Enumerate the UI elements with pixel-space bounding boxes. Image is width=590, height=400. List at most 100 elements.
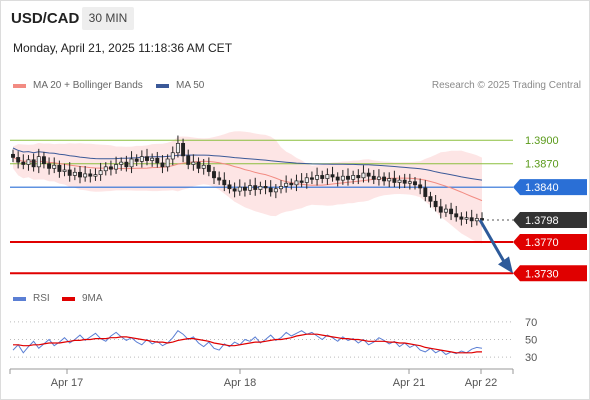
candle-up xyxy=(103,166,108,172)
moving-average-layer xyxy=(12,147,483,202)
candle-down xyxy=(382,176,387,182)
candle-down xyxy=(309,177,314,180)
candle-up xyxy=(315,175,320,180)
candle-down xyxy=(134,158,139,162)
candle-down xyxy=(11,153,15,158)
candle-up xyxy=(351,175,356,180)
candle-down xyxy=(155,157,160,164)
candle-up xyxy=(279,186,283,190)
research-credit: Research © 2025 Trading Central xyxy=(431,80,581,91)
candle-down xyxy=(454,213,459,218)
candle-down xyxy=(330,174,335,178)
candle-down xyxy=(428,196,433,202)
level-tag-support xyxy=(513,233,587,250)
candle-down xyxy=(16,157,21,163)
legend-bollinger: MA 20 + Bollinger Bands xyxy=(13,80,143,91)
candle-up xyxy=(62,169,67,172)
candle-down xyxy=(186,155,191,165)
candle-up xyxy=(83,173,88,178)
candle-up xyxy=(443,208,448,213)
candle-up xyxy=(72,171,77,176)
candle-up xyxy=(325,174,330,179)
candle-down xyxy=(433,200,438,208)
candle-down xyxy=(57,164,62,172)
candle-down xyxy=(459,216,464,220)
level-tag-support xyxy=(513,265,587,282)
candle-down xyxy=(356,175,361,179)
candle-down xyxy=(212,171,216,179)
candle-down xyxy=(263,186,268,189)
candle-down xyxy=(67,169,72,176)
candle-up xyxy=(304,177,309,183)
candle-up xyxy=(340,175,345,181)
candle-down xyxy=(418,184,423,189)
timeframe-badge[interactable]: 30 MIN xyxy=(82,7,134,30)
candle-up xyxy=(150,157,155,161)
candle-down xyxy=(21,161,26,165)
level-label-support: 1.3730 xyxy=(525,268,559,280)
x-tick-label: Apr 21 xyxy=(393,377,425,389)
candle-down xyxy=(320,175,325,179)
candle-up xyxy=(36,156,41,168)
ma20-line xyxy=(12,156,483,202)
level-lines-layer xyxy=(10,139,513,275)
legend-rsi: RSI xyxy=(13,293,50,304)
level-tag-current xyxy=(513,212,587,229)
candle-up xyxy=(93,174,98,177)
candle-up xyxy=(165,158,170,168)
bollinger-swatch xyxy=(13,83,26,88)
ma50-label: MA 50 xyxy=(176,80,205,91)
x-tick-label: Apr 22 xyxy=(465,377,497,389)
candle-down xyxy=(222,179,227,186)
candle-up xyxy=(175,142,180,154)
level-label-pivot: 1.3840 xyxy=(525,182,559,194)
level-tag-pivot xyxy=(513,179,587,196)
candle-up xyxy=(119,161,124,165)
candle-down xyxy=(227,184,232,190)
candle-down xyxy=(242,186,247,191)
level-label-resistance: 1.3870 xyxy=(525,159,559,171)
legend-ma50: MA 50 xyxy=(156,80,204,91)
level-labels-layer: 1.3900 1.3870 1.3840 1.3798 1.3770 1.3730 xyxy=(513,135,587,282)
rsi-ma-line xyxy=(13,333,482,354)
candle-up xyxy=(52,164,57,169)
ma50-swatch xyxy=(156,83,169,88)
candle-up xyxy=(273,188,278,193)
candle-up xyxy=(387,178,392,182)
rsi-tick-label: 50 xyxy=(525,335,537,347)
candle-down xyxy=(124,161,129,168)
candle-up xyxy=(114,164,119,170)
rsi-panel: 70 50 30 xyxy=(10,317,537,364)
rsi-label: RSI xyxy=(33,293,50,304)
level-label-resistance: 1.3900 xyxy=(525,135,559,147)
candle-down xyxy=(402,179,407,184)
rsi-swatch xyxy=(13,296,26,301)
candle-down xyxy=(232,188,237,192)
candle-up xyxy=(191,161,196,165)
candle-down xyxy=(371,175,376,180)
candle-up xyxy=(397,179,402,183)
candle-down xyxy=(145,156,149,161)
candle-down xyxy=(41,156,46,165)
candle-down xyxy=(196,161,201,169)
candle-down xyxy=(413,181,417,186)
candle-up xyxy=(201,164,206,169)
candle-down xyxy=(449,208,454,215)
level-label-support: 1.3770 xyxy=(525,237,559,249)
candle-down xyxy=(253,185,258,190)
candle-up xyxy=(361,172,366,179)
candle-up xyxy=(98,170,103,176)
candle-down xyxy=(335,176,340,181)
rsi-ma-swatch xyxy=(62,296,75,301)
candle-up xyxy=(294,180,299,186)
instrument-symbol: USD/CAD xyxy=(11,10,80,27)
ma50-line xyxy=(12,147,483,181)
candle-up xyxy=(170,152,175,160)
x-axis: Apr 17 Apr 18 Apr 21 Apr 22 xyxy=(9,368,514,389)
candle-up xyxy=(284,182,289,187)
candle-up xyxy=(464,217,469,220)
candle-down xyxy=(469,217,474,222)
rsi-ma-label: 9MA xyxy=(82,293,103,304)
candle-down xyxy=(480,218,484,221)
